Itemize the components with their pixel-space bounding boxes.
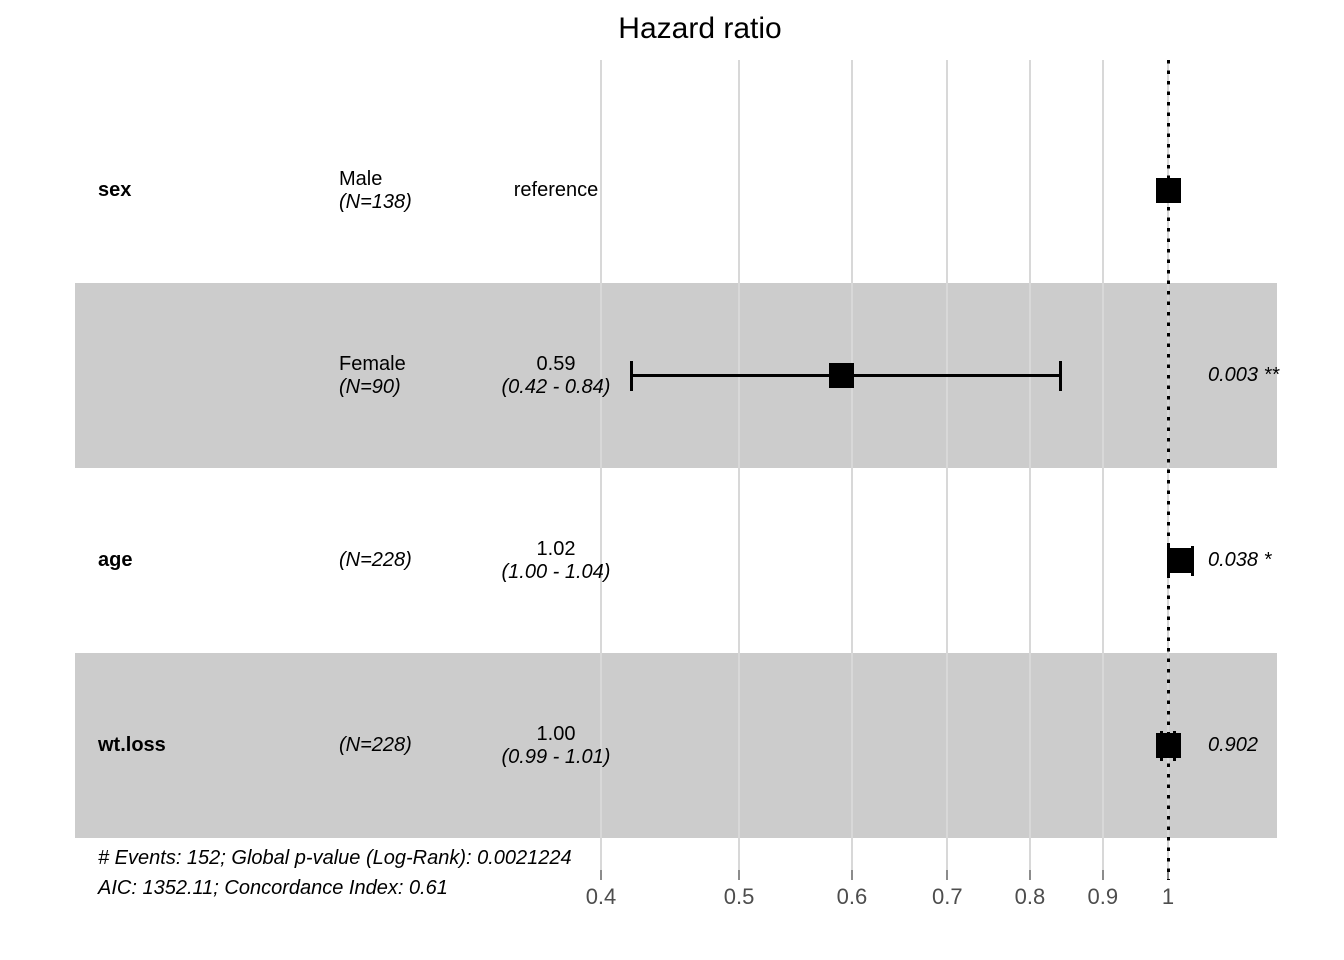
footer-aic-concordance: AIC: 1352.11; Concordance Index: 0.61	[98, 877, 448, 899]
estimate-marker	[1155, 733, 1181, 758]
estimate-marker	[829, 363, 854, 388]
x-tick	[850, 870, 853, 880]
estimate-cell: reference	[455, 98, 657, 283]
level-cell: (N=228)	[339, 468, 549, 653]
x-tick-label: 0.4	[585, 884, 617, 909]
forest-row-sex-male: sex Male (N=138) reference	[0, 98, 1344, 283]
level-cell: Female (N=90)	[339, 283, 549, 468]
x-tick-label: 0.8	[1014, 884, 1046, 909]
estimate-label: 1.00	[536, 722, 576, 745]
x-tick-label: 0.7	[931, 884, 963, 909]
reference-line	[1166, 60, 1170, 880]
footer-events-pvalue: # Events: 152; Global p-value (Log-Rank)…	[98, 847, 572, 869]
term-label	[98, 283, 298, 468]
forest-row-age: age (N=228) 1.02 (1.00 - 1.04) 0.038 *	[0, 468, 1344, 653]
forest-row-sex-female: Female (N=90) 0.59 (0.42 - 0.84) 0.003 *…	[0, 283, 1344, 468]
x-gridline	[850, 60, 853, 870]
estimate-label: 0.59	[536, 352, 576, 375]
x-tick	[599, 870, 602, 880]
error-bar-cap-right	[1058, 360, 1062, 391]
ci-label: (0.42 - 0.84)	[501, 375, 611, 398]
x-tick	[1101, 870, 1104, 880]
x-tick	[738, 870, 741, 880]
estimate-marker	[1155, 178, 1181, 203]
level-label: Male	[339, 167, 383, 190]
x-gridline	[1028, 60, 1031, 870]
x-gridline	[738, 60, 741, 870]
level-cell: Male (N=138)	[339, 98, 549, 283]
n-label: (N=138)	[339, 190, 412, 213]
p-value-label: 0.902	[1208, 734, 1259, 756]
x-gridline	[946, 60, 949, 870]
ci-label: (0.99 - 1.01)	[501, 745, 611, 768]
x-gridline	[599, 60, 602, 870]
x-tick	[1028, 870, 1031, 880]
estimate-cell: 0.59 (0.42 - 0.84)	[455, 283, 657, 468]
estimate-marker	[1167, 548, 1193, 573]
x-tick-label: 0.6	[836, 884, 868, 909]
p-value-label: 0.038 *	[1208, 549, 1272, 571]
shaded-band	[75, 653, 1277, 838]
x-gridline	[1101, 60, 1104, 870]
error-bar-cap-left	[629, 360, 633, 391]
x-tick-label: 0.9	[1087, 884, 1119, 909]
x-tick-label: 1	[1161, 884, 1175, 909]
term-label: wt.loss	[98, 734, 166, 756]
x-tick	[946, 870, 949, 880]
chart-title: Hazard ratio	[618, 12, 782, 45]
n-label: (N=228)	[339, 549, 412, 571]
level-cell: (N=228)	[339, 653, 549, 838]
n-label: (N=90)	[339, 375, 401, 398]
estimate-cell: 1.00 (0.99 - 1.01)	[455, 653, 657, 838]
forest-row-wtloss: wt.loss (N=228) 1.00 (0.99 - 1.01) 0.902	[0, 653, 1344, 838]
estimate-cell: 1.02 (1.00 - 1.04)	[455, 468, 657, 653]
term-label: sex	[98, 179, 132, 201]
estimate-label: 1.02	[536, 537, 576, 560]
p-value-label	[1208, 98, 1338, 283]
estimate-label: reference	[513, 179, 599, 201]
x-tick-label: 0.5	[723, 884, 755, 909]
n-label: (N=228)	[339, 734, 412, 756]
term-label: age	[98, 549, 133, 571]
ci-label: (1.00 - 1.04)	[501, 560, 611, 583]
level-label: Female	[339, 352, 406, 375]
p-value-label: 0.003 **	[1208, 364, 1280, 386]
